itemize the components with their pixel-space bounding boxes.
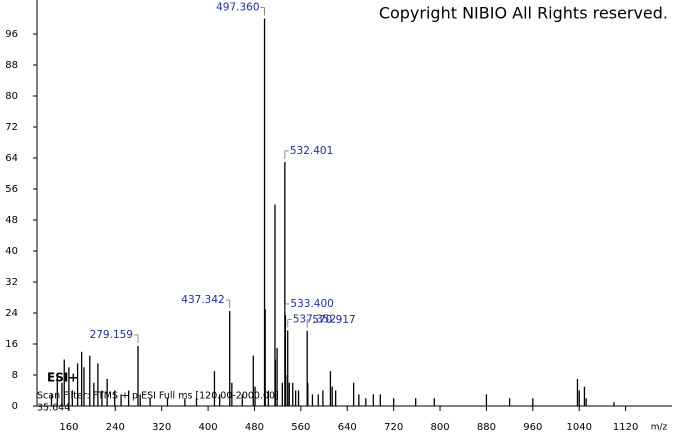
x-tick-label: 320 <box>152 422 171 433</box>
peak-label: 497.360 <box>216 2 259 14</box>
x-tick-label: 560 <box>291 422 310 433</box>
y-tick-label: 40 <box>5 246 18 257</box>
x-tick-label: 240 <box>106 422 125 433</box>
x-tick-label: 640 <box>338 422 357 433</box>
peak-label: 570.917 <box>312 314 355 326</box>
x-tick-label: 480 <box>245 422 264 433</box>
peak-label: 279.159 <box>90 329 133 341</box>
retention-time: 35.644 <box>37 403 70 414</box>
y-tick-label: 0 <box>12 401 18 412</box>
x-tick-label: 800 <box>430 422 449 433</box>
y-tick-label: 96 <box>5 29 18 40</box>
peak-label: 532.401 <box>290 145 333 157</box>
peak-label: 437.342 <box>181 294 224 306</box>
peak-label: 537.352 <box>293 313 336 325</box>
y-tick-label: 80 <box>5 91 18 102</box>
peak-label: 533.400 <box>290 298 333 310</box>
chart-title: Copyright NIBIO All Rights reserved. <box>379 4 668 23</box>
x-tick-label: 160 <box>59 422 78 433</box>
y-tick-label: 48 <box>5 215 18 226</box>
x-tick-label: 400 <box>199 422 218 433</box>
x-tick-label: 720 <box>384 422 403 433</box>
y-tick-label: 8 <box>12 370 18 381</box>
scan-filter: Scan Filter: FTMS + p ESI Full ms [120.0… <box>37 391 279 402</box>
ion-mode: ESI+ <box>47 371 78 385</box>
y-tick-label: 16 <box>5 339 18 350</box>
y-tick-label: 24 <box>5 308 18 319</box>
x-tick-label: 880 <box>477 422 496 433</box>
x-tick-label: 960 <box>523 422 542 433</box>
x-tick-label: 1040 <box>566 422 591 433</box>
y-tick-label: 56 <box>5 184 18 195</box>
y-tick-label: 64 <box>5 153 18 164</box>
x-tick-label: 1120 <box>613 422 638 433</box>
y-tick-label: 72 <box>5 122 18 133</box>
x-axis-label: m/z <box>651 423 668 433</box>
y-tick-label: 32 <box>5 277 18 288</box>
y-tick-label: 88 <box>5 60 18 71</box>
